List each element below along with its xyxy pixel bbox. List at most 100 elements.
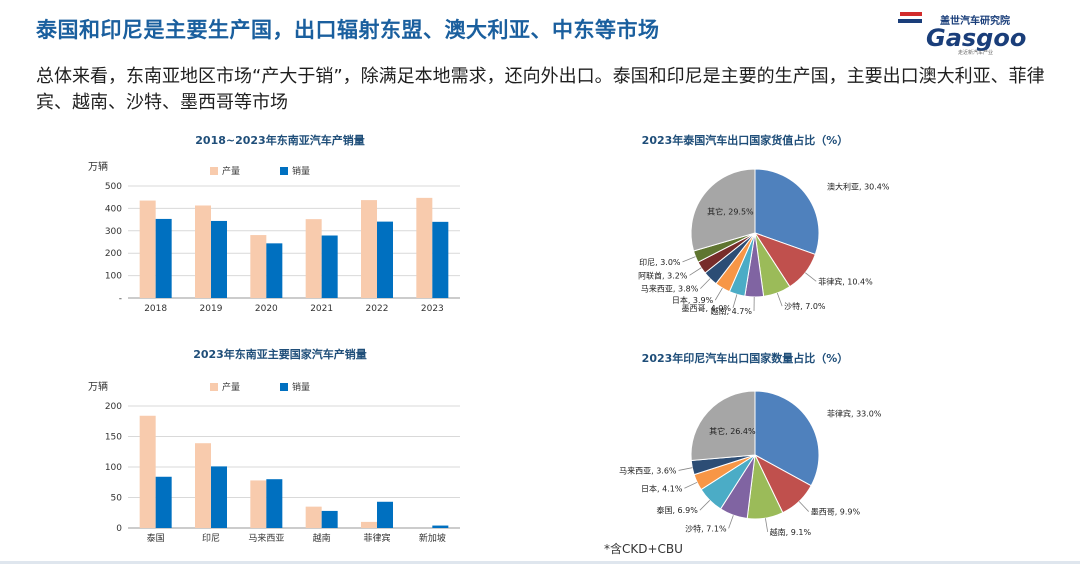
pie-data-label: 日本, 4.1% [641,483,683,493]
leader-line [804,272,817,282]
page-subtitle: 总体来看，东南亚地区市场“产大于销”，除满足本地需求，还向外出口。泰国和印尼是主… [36,66,1045,113]
pie-data-label: 越南, 9.1% [770,527,812,537]
leader-line [765,518,769,533]
bar-sales [155,476,172,528]
y-tick-label: - [119,294,122,304]
leader-line [798,501,809,512]
pie-data-label: 其它, 26.4% [709,426,756,436]
pie-data-label: 菲律宾, 10.4% [818,276,873,286]
x-tick-label: 新加坡 [419,532,446,544]
y-tick-label: 200 [105,249,122,259]
bar-production [195,443,211,528]
bottom-divider [0,561,1080,564]
bar-production [305,219,322,298]
legend-label-1: 销量 [292,165,310,177]
x-tick-label: 越南 [313,532,331,544]
legend-swatch-1 [280,167,288,175]
pie-slice [690,168,756,252]
pie-data-label: 日本, 3.9% [672,295,714,305]
y-tick-label: 100 [105,272,122,282]
legend-swatch-1 [280,383,288,391]
x-tick-label: 2019 [200,304,223,314]
x-tick-label: 菲律宾 [363,532,390,544]
leader-line [684,481,698,489]
pie-data-label: 越南, 4.7% [711,306,753,316]
legend-label-0: 产量 [222,165,240,177]
leader-line [728,515,734,529]
leader-line [682,256,696,263]
leader-line [776,292,783,307]
chart-title: 2023年印尼汽车出口国家数量占比（%） [642,351,849,365]
bar-sales [211,466,227,528]
x-tick-label: 印尼 [202,532,220,544]
legend-label-1: 销量 [292,381,310,393]
footnote: *含CKD+CBU [604,542,683,556]
logo-tagline: 走近新汽车产业 [958,49,993,56]
chart-title: 2023年东南亚主要国家汽车产销量 [193,347,367,361]
pie-data-label: 马来西亚, 3.8% [641,285,699,294]
leader-line [689,267,702,276]
bar-sales [321,235,338,298]
y-tick-label: 200 [105,402,122,412]
x-tick-label: 2021 [310,304,333,314]
page-title: 泰国和印尼是主要生产国，出口辐射东盟、澳大利亚、中东等市场 [36,18,660,42]
bar-production [139,415,156,528]
x-tick-label: 2023 [421,304,444,314]
pie-slice [690,390,756,462]
bar-production [305,506,322,528]
y-tick-label: 400 [105,204,122,214]
bar-production [250,235,267,298]
legend-swatch-0 [210,167,218,175]
pie-data-label: 墨西哥, 4.0% [682,304,732,313]
chart-title: 2018~2023年东南亚汽车产销量 [195,133,364,147]
leader-line [699,500,711,511]
bar-sales [377,221,393,298]
legend-swatch-0 [210,383,218,391]
y-tick-label: 0 [116,524,122,534]
y-tick-label: 300 [105,227,122,237]
x-tick-label: 2018 [144,304,167,314]
y-tick-label: 150 [105,433,122,443]
pie-chart-indonesia-export: 2023年印尼汽车出口国家数量占比（%） 菲律宾, 33.0% 墨西哥, 9.9% 越… [619,351,882,537]
pie-slice [754,168,820,256]
leader-line [678,467,693,471]
bar-production [139,200,156,298]
y-tick-label: 50 [111,494,123,504]
leader-line [700,278,711,289]
y-axis-label: 万辆 [88,380,108,393]
pie-data-label: 印尼, 3.0% [639,258,681,267]
leader-line [714,287,723,301]
leader-line [732,294,738,308]
bar-production [195,205,211,298]
chart-title: 2023年泰国汽车出口国家货值占比（%） [642,133,849,147]
bar-sales [321,510,338,528]
pie-data-label: 阿联酋, 3.2% [638,270,688,280]
pie-slice [754,390,820,487]
pie-data-label: 菲律宾, 33.0% [827,408,882,418]
bar-production [361,521,377,528]
x-tick-label: 2022 [366,304,389,314]
bar-sales [211,220,227,298]
pie-data-label: 澳大利亚, 30.4% [827,181,890,191]
y-tick-label: 500 [105,182,122,192]
pie-data-label: 沙特, 7.0% [784,301,826,311]
bar-production [250,480,267,528]
logo-brand-en: Gasgoo [926,24,1026,52]
bar-sales [266,243,283,298]
pie-data-label: 墨西哥, 9.9% [811,508,861,517]
x-tick-label: 泰国 [147,532,165,544]
logo-brand-cn: 盖世汽车研究院 [940,14,1010,27]
pie-data-label: 泰国, 6.9% [656,505,698,515]
legend-label-0: 产量 [222,381,240,393]
bar-sales [377,501,393,528]
pie-data-label: 沙特, 7.1% [685,523,727,533]
y-tick-label: 100 [105,463,122,473]
gasgoo-logo: 盖世汽车研究院 Gasgoo 走近新汽车产业 [898,12,1026,56]
bar-sales [266,479,283,528]
pie-data-label: 马来西亚, 3.6% [619,466,677,475]
bar-production [361,200,377,298]
bar-sales [432,525,449,528]
bar-sales [432,221,449,298]
x-tick-label: 2020 [255,304,278,314]
